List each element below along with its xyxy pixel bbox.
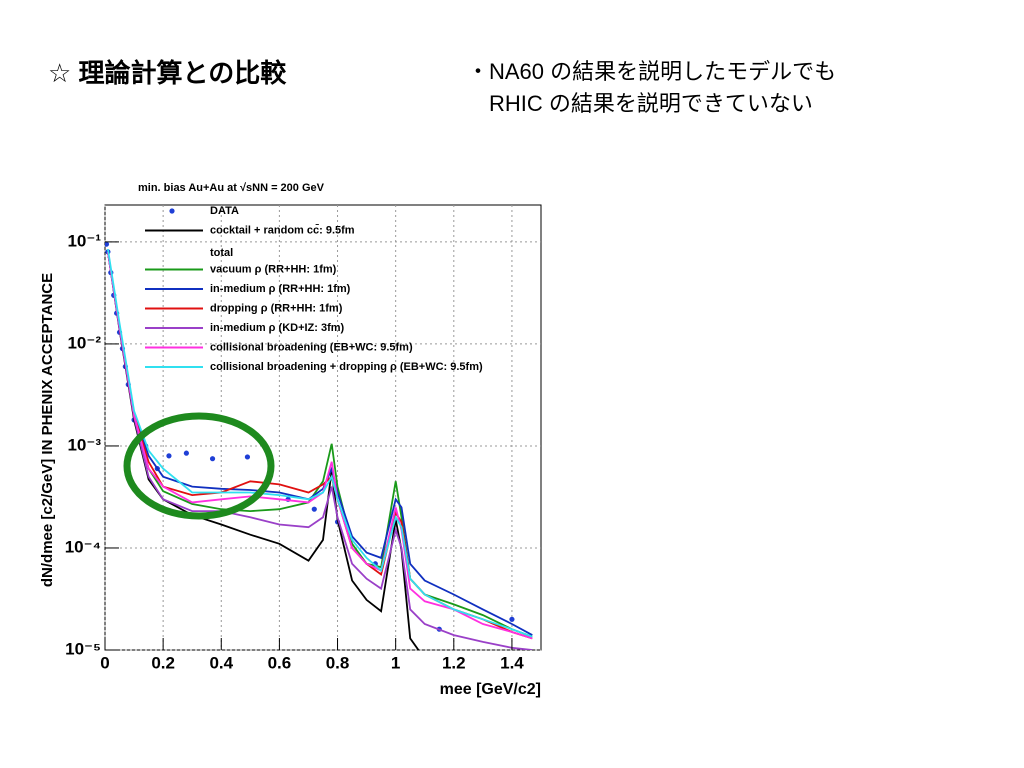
legend-label: collisional broadening (EB+WC: 9.5fm) xyxy=(210,341,413,353)
legend-label: collisional broadening + dropping ρ (EB+… xyxy=(210,361,483,373)
data-point xyxy=(244,454,251,460)
data-point xyxy=(105,241,110,247)
x-tick-label: 1.4 xyxy=(500,653,524,672)
highlight-ellipse xyxy=(123,412,275,520)
x-tick-label: 0.2 xyxy=(151,653,175,672)
legend-heading: total xyxy=(210,247,233,259)
slide-title: ☆ 理論計算との比較 xyxy=(48,58,287,88)
x-tick-label: 0 xyxy=(100,653,109,672)
grid xyxy=(104,205,541,651)
data-point xyxy=(311,506,317,512)
legend-label: vacuum ρ (RR+HH: 1fm) xyxy=(210,263,337,275)
x-tick-label: 0.6 xyxy=(268,653,292,672)
y-tick-label: 10⁻² xyxy=(67,333,101,352)
y-tick-label: 10⁻¹ xyxy=(67,231,101,250)
legend-label: dropping ρ (RR+HH: 1fm) xyxy=(210,302,343,314)
legend-label: DATA xyxy=(210,205,239,217)
x-tick-label: 1 xyxy=(391,653,400,672)
plot-area xyxy=(105,241,533,650)
legend-label: cocktail + random cc̄: 9.5fm xyxy=(210,224,355,236)
bullet-line: RHIC の結果を説明できていない xyxy=(489,91,813,116)
y-tick-label: 10⁻⁵ xyxy=(65,639,101,658)
data-point xyxy=(166,453,172,459)
series-line xyxy=(107,248,533,638)
series-line xyxy=(107,251,533,640)
legend-label: in-medium ρ (RR+HH: 1fm) xyxy=(210,283,351,295)
data-point xyxy=(209,456,216,462)
legend-title: min. bias Au+Au at √sNN = 200 GeV xyxy=(138,182,325,194)
x-tick-label: 1.2 xyxy=(442,653,466,672)
bullet-line: ・NA60 の結果を説明したモデルでも xyxy=(467,59,836,84)
legend-label: in-medium ρ (KD+IZ: 3fm) xyxy=(210,322,345,334)
data-point xyxy=(183,450,189,456)
y-axis-label: dN/dmee [c2/GeV] IN PHENIX ACCEPTANCE xyxy=(39,273,56,587)
series-line xyxy=(107,251,533,650)
data-point xyxy=(509,616,515,622)
x-tick-label: 0.8 xyxy=(326,653,350,672)
y-tick-label: 10⁻³ xyxy=(67,435,101,454)
x-axis-label: mee [GeV/c2] xyxy=(440,681,541,698)
x-tick-label: 0.4 xyxy=(209,653,233,672)
plot-frame xyxy=(104,204,542,651)
legend-marker xyxy=(169,208,175,214)
y-tick-label: 10⁻⁴ xyxy=(65,537,101,556)
